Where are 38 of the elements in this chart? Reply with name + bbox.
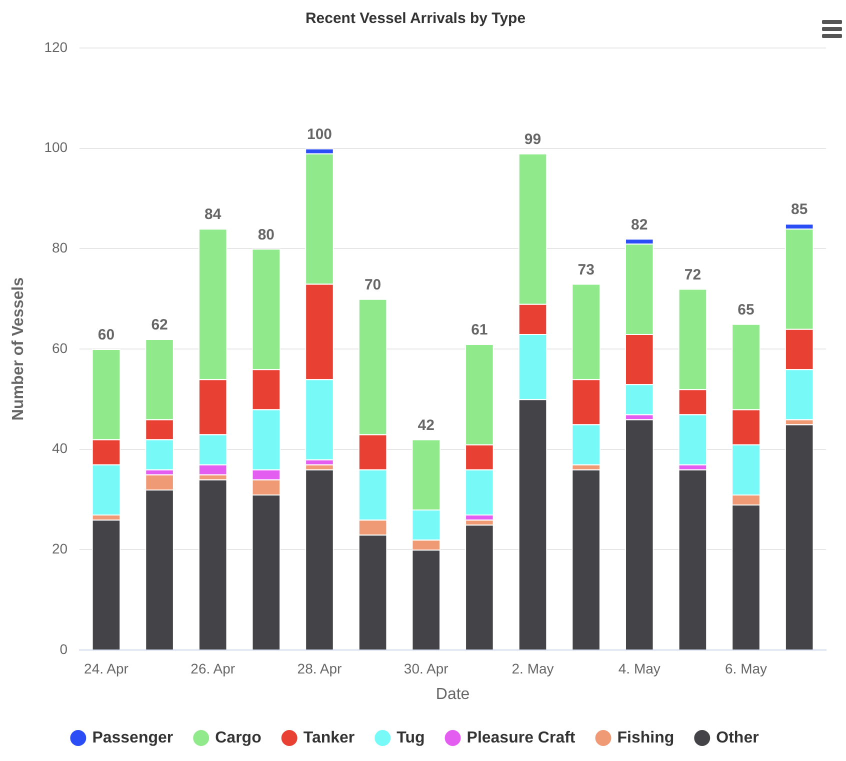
x-tick-label: 2. May [512, 660, 554, 676]
legend-label: Passenger [92, 729, 174, 746]
x-tick-label: 6. May [725, 660, 768, 676]
x-tick-label: 30. Apr [404, 660, 449, 676]
legend-label: Other [716, 729, 759, 746]
total-label: 85 [791, 201, 808, 218]
total-label: 42 [418, 416, 434, 434]
total-label: 65 [738, 302, 754, 319]
x-tick-label: 24. Apr [84, 660, 129, 676]
total-label: 100 [306, 126, 332, 143]
x-axis-title: Date [436, 686, 470, 703]
chart-title: Recent Vessel Arrivals by Type [305, 10, 526, 28]
y-tick-label: 100 [44, 139, 68, 156]
total-label: 99 [524, 130, 542, 148]
total-label: 62 [151, 316, 168, 334]
total-label: 84 [204, 206, 222, 224]
y-tick-label: 80 [52, 240, 68, 256]
x-tick-label: 4. May [618, 660, 660, 676]
legend-label: Cargo [215, 729, 262, 746]
y-tick-label: 40 [52, 440, 68, 456]
legend-label: Pleasure Craft [466, 729, 576, 746]
legend-label: Tug [396, 729, 425, 746]
y-tick-label: 120 [44, 38, 68, 55]
legend-label: Fishing [617, 729, 674, 746]
x-tick-label: 28. Apr [297, 660, 342, 676]
x-tick-label: 26. Apr [190, 660, 236, 676]
total-label: 61 [471, 322, 488, 339]
total-label: 72 [684, 266, 702, 284]
total-label: 60 [98, 326, 115, 344]
total-label: 73 [578, 261, 594, 278]
y-tick-label: 0 [60, 640, 68, 657]
total-label: 70 [364, 276, 382, 294]
total-label: 82 [631, 216, 648, 234]
total-label: 80 [258, 226, 275, 244]
y-tick-label: 60 [52, 340, 68, 356]
y-tick-label: 20 [52, 540, 68, 557]
y-axis-title: Number of Vessels [10, 277, 28, 421]
legend-label: Tanker [303, 729, 355, 746]
